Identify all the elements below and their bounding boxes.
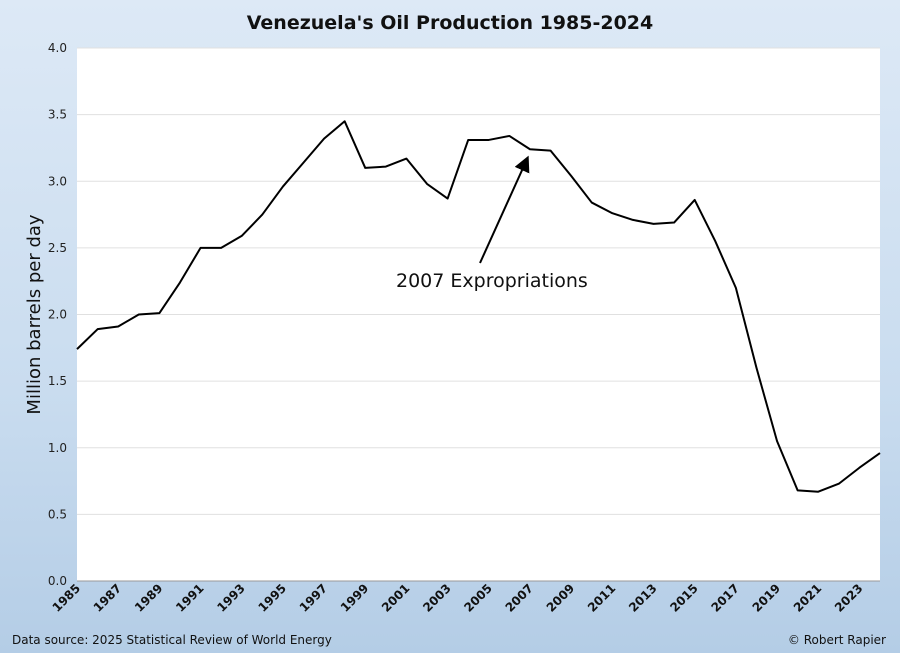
y-tick-label: 0.0 — [48, 574, 67, 588]
y-axis-label: Million barrels per day — [24, 214, 45, 414]
y-tick-label: 3.5 — [48, 108, 67, 122]
data-source: Data source: 2025 Statistical Review of … — [12, 633, 332, 647]
x-tick-label: 2003 — [420, 581, 454, 615]
production-line — [76, 120, 881, 493]
y-tick-label: 1.0 — [48, 441, 67, 455]
x-tick-label: 2017 — [708, 581, 742, 615]
y-tick-label: 4.0 — [48, 41, 67, 55]
x-tick-label: 1997 — [297, 581, 331, 615]
x-tick-label: 2011 — [585, 581, 619, 615]
y-tick-label: 0.5 — [48, 507, 67, 521]
x-tick-label: 1995 — [255, 581, 289, 615]
x-tick-label: 1991 — [173, 581, 207, 615]
x-tick-label: 2013 — [626, 581, 660, 615]
annotation-label: 2007 Expropriations — [396, 270, 588, 292]
x-tick-label: 2023 — [832, 581, 866, 615]
x-tick-label: 2005 — [461, 581, 495, 615]
x-tick-label: 1999 — [338, 581, 372, 615]
y-tick-label: 3.0 — [48, 174, 67, 188]
y-tick-label: 2.5 — [48, 241, 67, 255]
credit: © Robert Rapier — [787, 633, 886, 647]
y-tick-label: 2.0 — [48, 308, 67, 322]
x-tick-label: 1987 — [91, 581, 125, 615]
x-tick-label: 2007 — [503, 581, 537, 615]
annotation-arrow — [479, 155, 530, 264]
x-tick-label: 2021 — [791, 581, 825, 615]
x-tick-label: 1993 — [214, 581, 248, 615]
x-tick-label: 2019 — [750, 581, 784, 615]
x-tick-label: 2015 — [667, 581, 701, 615]
x-tick-label: 2001 — [379, 581, 413, 615]
chart-title: Venezuela's Oil Production 1985-2024 — [246, 12, 654, 34]
y-tick-label: 1.5 — [48, 374, 67, 388]
x-tick-label: 1989 — [132, 581, 166, 615]
x-tick-label: 2009 — [544, 581, 578, 615]
